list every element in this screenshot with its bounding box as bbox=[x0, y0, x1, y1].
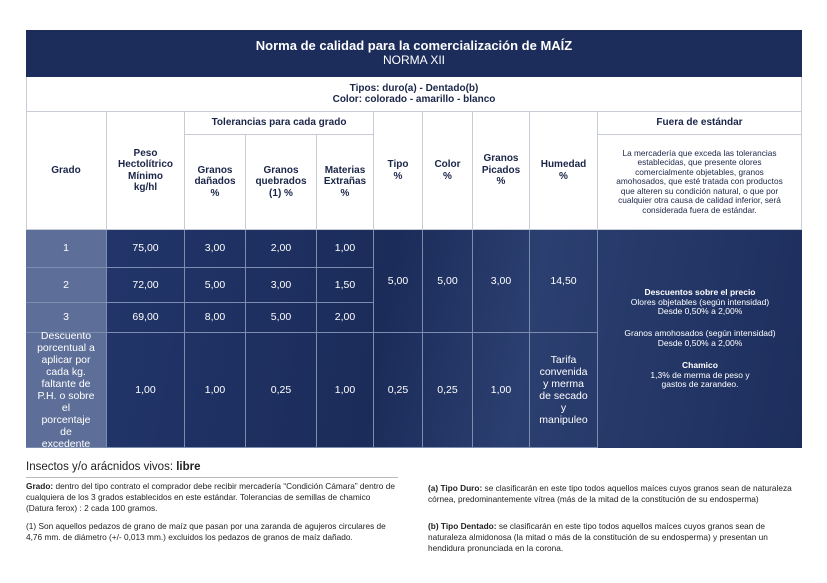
cell: 1,00 bbox=[107, 333, 185, 448]
fuera-header: Fuera de estándar bbox=[598, 112, 802, 135]
cell: 8,00 bbox=[185, 303, 246, 333]
dentado-label: (b) Tipo Dentado: bbox=[428, 521, 497, 531]
cell: Descuento porcentual a aplicar por cada … bbox=[26, 330, 107, 450]
color: Color: colorado - amarillo - blanco bbox=[332, 94, 496, 105]
cell: 2,00 bbox=[317, 303, 374, 333]
grado-label: Grado: bbox=[26, 481, 54, 491]
desc-value: Desde 0,50% a 2,00% bbox=[657, 338, 743, 348]
col-header: Granos dañados % bbox=[185, 135, 246, 230]
cell: 72,00 bbox=[107, 268, 185, 303]
cell: 0,25 bbox=[246, 333, 317, 448]
note1: (1) Son aquellos pedazos de grano de maí… bbox=[26, 521, 386, 542]
cell: 1 bbox=[26, 230, 107, 268]
col-header: Peso Hectolítrico Mínimo kg/hl bbox=[107, 112, 185, 230]
desc-label: Chamico bbox=[682, 359, 718, 370]
cell: 14,50 bbox=[530, 230, 598, 333]
types: Tipos: duro(a) - Dentado(b) Color: color… bbox=[26, 77, 802, 112]
descuentos: Descuentos sobre el precio Olores objeta… bbox=[598, 230, 802, 448]
desc-label: Olores objetables (según intensidad) bbox=[630, 296, 770, 307]
insectos-value: libre bbox=[176, 461, 201, 473]
cell: 1,50 bbox=[317, 268, 374, 303]
cell: 1,00 bbox=[317, 333, 374, 448]
col-header: Tipo % bbox=[374, 112, 423, 230]
cell: 2 bbox=[26, 268, 107, 303]
group-header: Tolerancias para cada grado bbox=[185, 112, 374, 135]
cell: Tarifa convenida y merma de secado y man… bbox=[530, 333, 598, 448]
col-header: Granos Picados % bbox=[473, 112, 530, 230]
cell: 1,00 bbox=[317, 230, 374, 268]
cell: 3 bbox=[26, 303, 107, 333]
col-header: Humedad % bbox=[530, 112, 598, 230]
cell: 75,00 bbox=[107, 230, 185, 268]
dentado-note: (b) Tipo Dentado: se clasificarán en est… bbox=[428, 521, 802, 553]
desc-value: 1,3% de merma de peso y gastos de zarand… bbox=[650, 369, 750, 390]
insectos: Insectos y/o arácnidos vivos: libre bbox=[26, 460, 398, 478]
cell: 2,00 bbox=[246, 230, 317, 268]
cell: 3,00 bbox=[473, 230, 530, 333]
fuera-text: La mercadería que exceda las tolerancias… bbox=[598, 135, 802, 230]
cell: 1,00 bbox=[473, 333, 530, 448]
cell: 0,25 bbox=[374, 333, 423, 448]
dentado-text: se clasificarán en este tipo todos aquel… bbox=[428, 521, 768, 553]
cell: 0,25 bbox=[423, 333, 473, 448]
duro-text: se clasificarán en este tipo todos aquel… bbox=[428, 483, 792, 504]
subtitle: NORMA XII bbox=[382, 53, 445, 68]
insectos-label: Insectos y/o arácnidos vivos: bbox=[26, 461, 174, 473]
col-header: Grado bbox=[26, 112, 107, 230]
cell: 3,00 bbox=[185, 230, 246, 268]
duro-note: (a) Tipo Duro: se clasificarán en este t… bbox=[428, 483, 802, 505]
title: Norma de calidad para la comercializació… bbox=[255, 38, 573, 54]
col-header: Granos quebrados (1) % bbox=[246, 135, 317, 230]
desc-value: Desde 0,50% a 2,00% bbox=[657, 306, 743, 317]
cell: 3,00 bbox=[246, 268, 317, 303]
col-header: Materias Extrañas % bbox=[317, 135, 374, 230]
cell: 1,00 bbox=[185, 333, 246, 448]
tipos: Tipos: duro(a) - Dentado(b) bbox=[349, 82, 479, 94]
cell: 5,00 bbox=[185, 268, 246, 303]
cell: 5,00 bbox=[246, 303, 317, 333]
descuentos-title: Descuentos sobre el precio bbox=[644, 286, 756, 297]
duro-label: (a) Tipo Duro: bbox=[428, 483, 483, 493]
grado-note: Grado: dentro del tipo contrato el compr… bbox=[26, 481, 398, 513]
cell: 69,00 bbox=[107, 303, 185, 333]
title-band: Norma de calidad para la comercializació… bbox=[26, 30, 802, 77]
grado-text: dentro del tipo contrato el comprador de… bbox=[26, 481, 395, 513]
dark-body bbox=[107, 230, 802, 448]
col-header: Color % bbox=[423, 112, 473, 230]
cell: 5,00 bbox=[423, 230, 473, 333]
desc-label: Granos amohosados (según intensidad) bbox=[624, 328, 776, 339]
cell: 5,00 bbox=[374, 230, 423, 333]
